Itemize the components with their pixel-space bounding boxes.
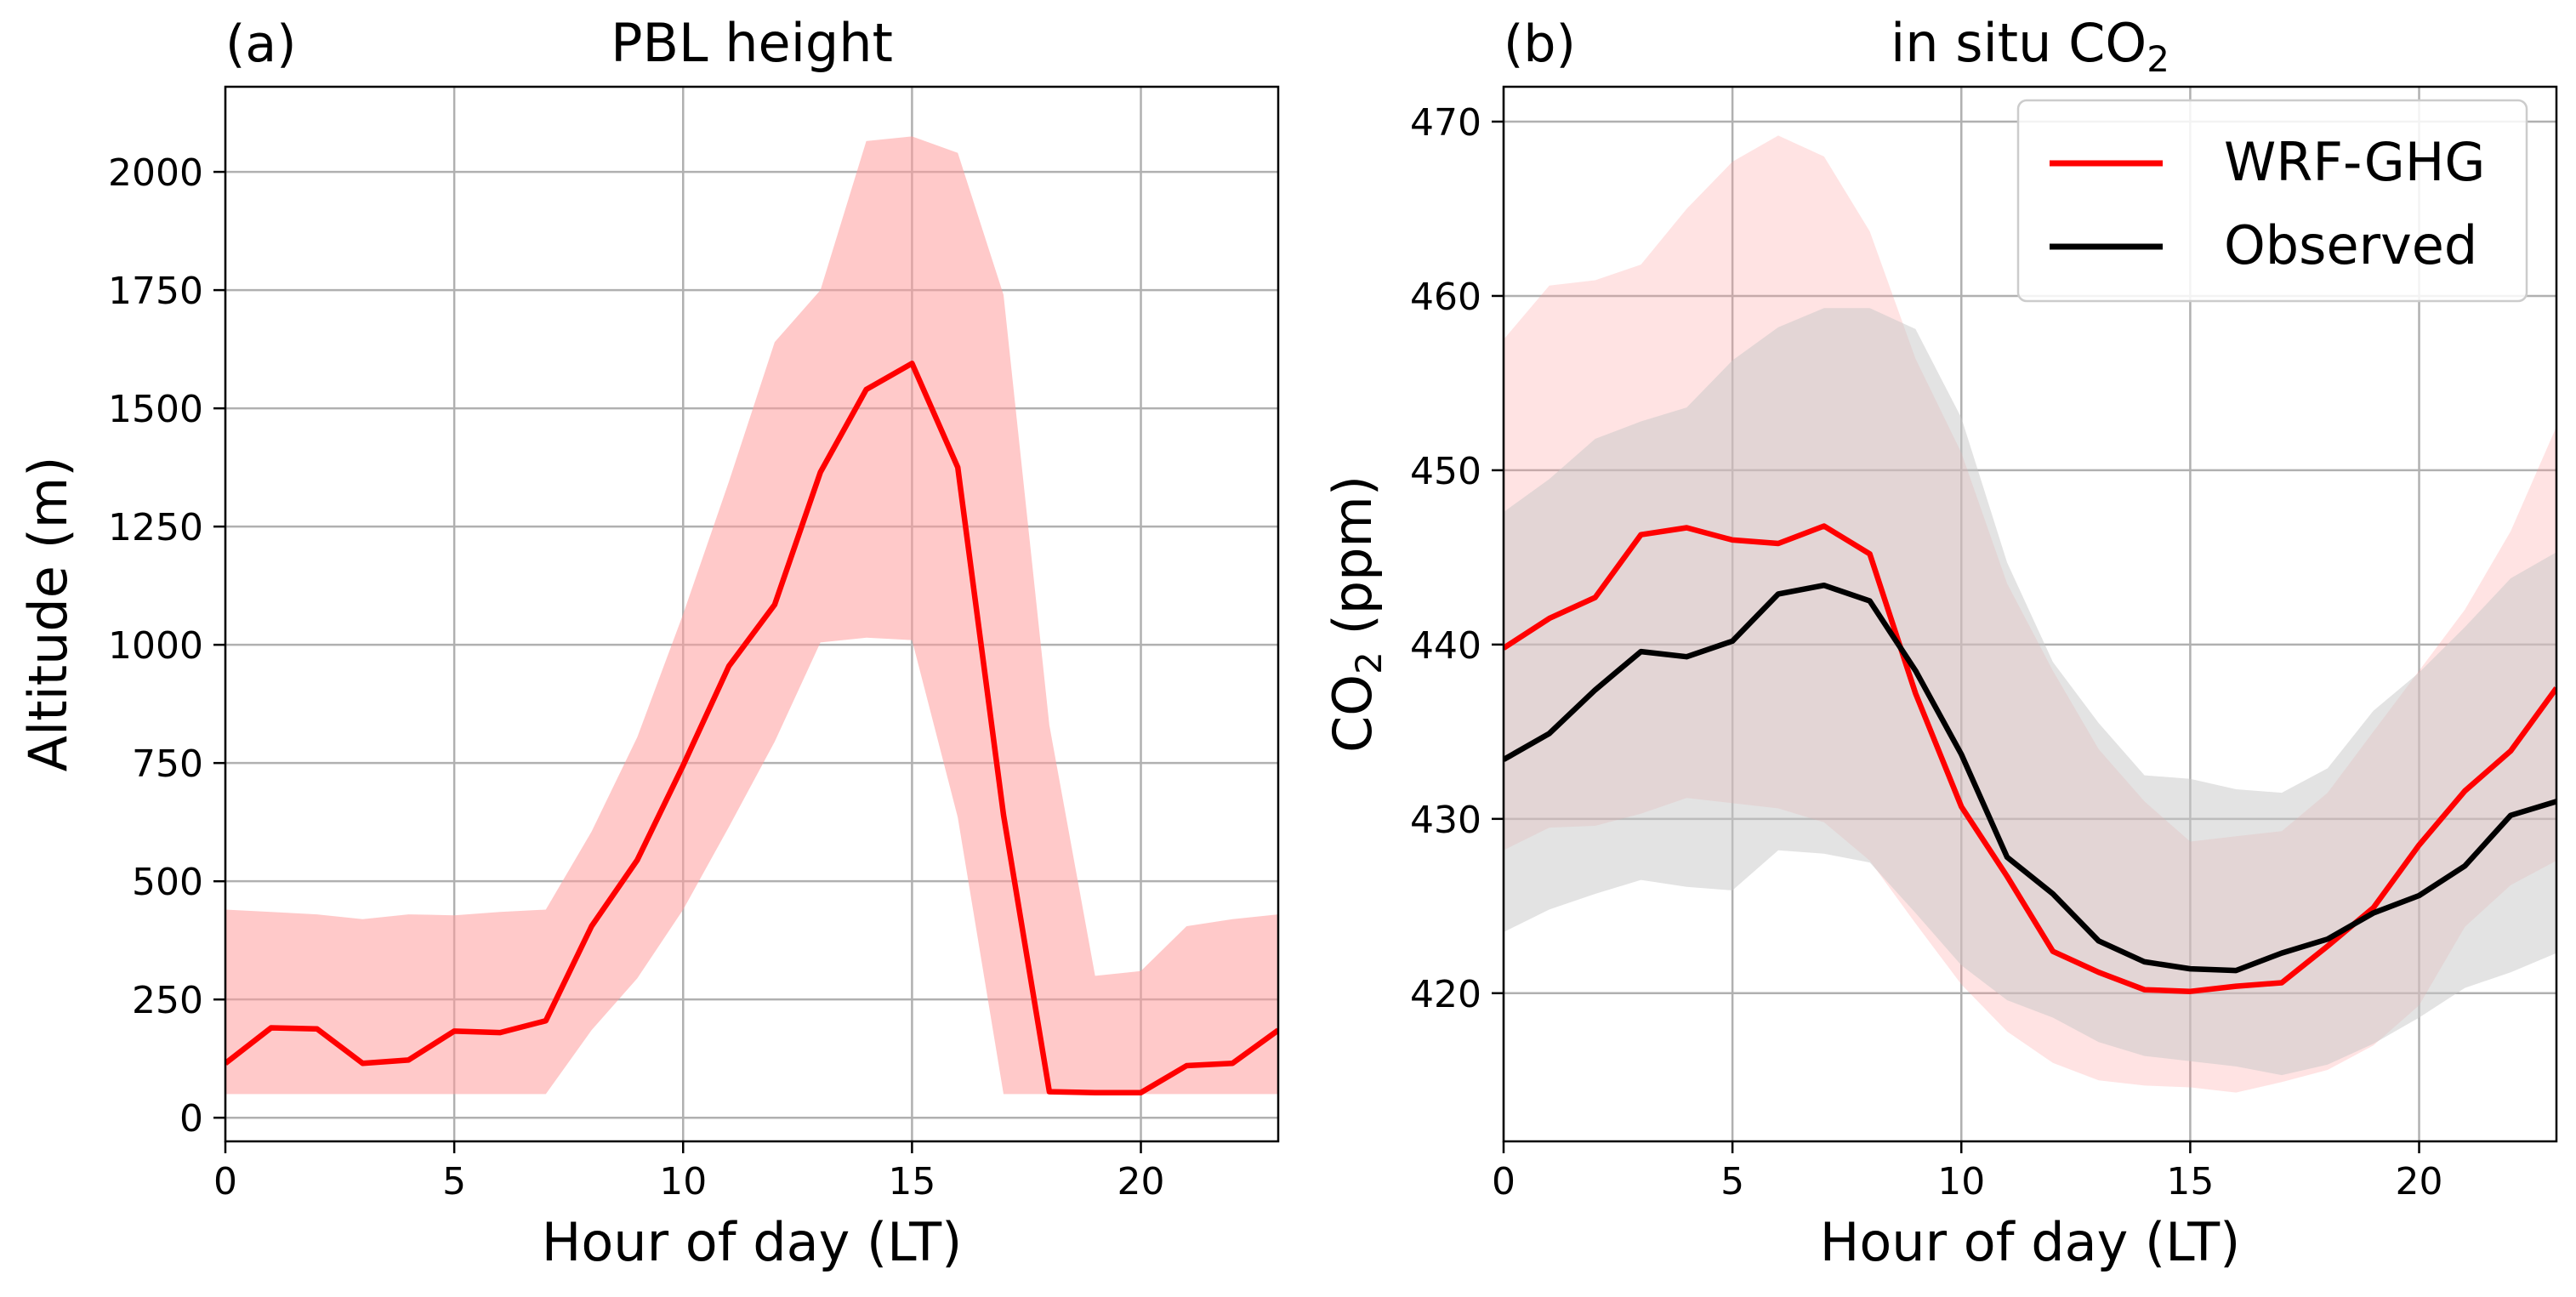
panel-b-y-axis-label-subscript: 2 bbox=[1348, 651, 1390, 674]
legend: WRF-GHG Observed bbox=[2016, 99, 2528, 303]
panel-a-label: (a) bbox=[225, 14, 297, 74]
panel-a-frame bbox=[224, 85, 1280, 1143]
panel-b-y-axis-label-main: CO bbox=[1322, 674, 1384, 753]
x-tick-label: 10 bbox=[659, 1160, 707, 1203]
y-tick-label: 1250 bbox=[108, 506, 203, 549]
panel-b-lines bbox=[1504, 523, 2556, 994]
series-line-0 bbox=[225, 361, 1278, 1095]
y-tick-label: 460 bbox=[1410, 276, 1481, 319]
panel-b-y-axis-label-unit: (ppm) bbox=[1322, 475, 1384, 651]
panel-b-x-axis-label: Hour of day (LT) bbox=[1820, 1211, 2241, 1273]
panel-a-y-axis-label: Altitude (m) bbox=[17, 457, 79, 772]
panel-b-y-ticks: 420 430 440 450 460 470 bbox=[1410, 101, 1504, 1016]
legend-box bbox=[2016, 99, 2528, 303]
y-tick-label: 1000 bbox=[108, 624, 203, 668]
y-tick-label: 420 bbox=[1410, 973, 1481, 1016]
panel-b: 0 5 10 15 20 420 430 440 450 460 470 (b) in situ … bbox=[1322, 12, 2558, 1273]
y-tick-label: 440 bbox=[1410, 624, 1481, 668]
x-tick-label: 20 bbox=[2396, 1160, 2443, 1203]
series-band-1 bbox=[1504, 308, 2556, 1076]
panel-b-frame bbox=[1502, 85, 2558, 1143]
x-tick-label: 15 bbox=[2166, 1160, 2214, 1203]
y-tick-label: 450 bbox=[1410, 450, 1481, 493]
y-tick-label: 1500 bbox=[108, 388, 203, 431]
y-tick-label: 0 bbox=[179, 1097, 203, 1141]
y-tick-label: 1750 bbox=[108, 270, 203, 313]
panel-a: 0 5 10 15 20 025050075010001250150017502000 … bbox=[17, 12, 1280, 1273]
series-band-0 bbox=[225, 136, 1278, 1095]
panel-b-bands bbox=[1504, 135, 2556, 1093]
panel-b-title: in situ CO2 bbox=[1891, 12, 2169, 80]
y-tick-label: 500 bbox=[132, 861, 203, 904]
x-tick-label: 0 bbox=[1492, 1160, 1515, 1203]
x-tick-label: 20 bbox=[1117, 1160, 1165, 1203]
panel-b-label: (b) bbox=[1504, 14, 1576, 74]
panel-a-y-ticks: 0 250 500 750 1000 1250 1500 1750 2000 bbox=[108, 151, 225, 1141]
panel-a-x-ticks: 0 5 10 15 20 bbox=[213, 1141, 1165, 1203]
series-line-1 bbox=[1504, 582, 2556, 974]
y-tick-label: 2000 bbox=[108, 151, 203, 195]
y-tick-label: 750 bbox=[132, 742, 203, 786]
y-tick-label: 470 bbox=[1410, 101, 1481, 145]
x-tick-label: 0 bbox=[213, 1160, 237, 1203]
y-tick-label: 430 bbox=[1410, 799, 1481, 842]
x-tick-label: 10 bbox=[1937, 1160, 1985, 1203]
panel-b-y-axis-label: CO2 (ppm) bbox=[1322, 475, 1390, 753]
legend-label-observed: Observed bbox=[2224, 214, 2477, 276]
panel-a-lines bbox=[225, 361, 1278, 1095]
legend-label-wrf-ghg: WRF-GHG bbox=[2224, 131, 2485, 193]
panel-a-x-axis-label: Hour of day (LT) bbox=[542, 1211, 963, 1273]
series-line-0 bbox=[1504, 523, 2556, 994]
panel-a-grid bbox=[224, 87, 1278, 1141]
panel-a-title: PBL height bbox=[611, 12, 893, 74]
x-tick-label: 5 bbox=[1720, 1160, 1744, 1203]
panel-b-title-subscript: 2 bbox=[2147, 38, 2169, 80]
panel-b-x-ticks: 0 5 10 15 20 bbox=[1492, 1141, 2443, 1203]
x-tick-label: 5 bbox=[442, 1160, 466, 1203]
y-tick-label: 250 bbox=[132, 979, 203, 1022]
panel-b-title-main: in situ CO bbox=[1891, 12, 2147, 74]
x-tick-label: 15 bbox=[888, 1160, 935, 1203]
panel-a-bands bbox=[225, 136, 1278, 1095]
